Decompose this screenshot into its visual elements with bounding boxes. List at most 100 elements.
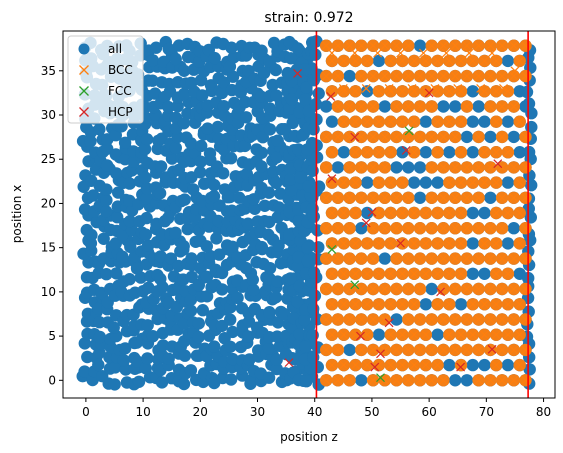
bcc-point <box>368 345 378 355</box>
all-point <box>466 146 479 159</box>
all-point <box>312 180 326 193</box>
bcc-point <box>380 284 390 294</box>
bcc-point <box>497 132 507 142</box>
bcc-point <box>356 345 366 355</box>
all-point <box>331 161 345 174</box>
bcc-point <box>509 345 519 355</box>
hcp-point <box>327 174 337 184</box>
bcc-point <box>497 254 507 264</box>
bcc-point <box>485 375 495 385</box>
all-point <box>225 204 239 217</box>
bcc-point <box>509 284 519 294</box>
all-point <box>270 151 284 164</box>
all-point <box>372 328 386 341</box>
all-point <box>419 298 432 311</box>
bcc-point <box>356 193 366 203</box>
all-point <box>217 167 230 180</box>
all-point <box>215 86 229 100</box>
bcc-point <box>333 102 343 111</box>
bcc-point <box>497 375 507 385</box>
all-point <box>132 375 146 388</box>
all-point <box>169 52 182 66</box>
all-point <box>239 261 253 275</box>
hcp-point <box>493 159 503 169</box>
bcc-point <box>509 41 519 51</box>
all-point <box>124 240 137 254</box>
all-point <box>181 107 194 120</box>
bcc-point <box>510 66 520 76</box>
bcc-point <box>397 299 407 309</box>
all-point <box>109 237 123 250</box>
bcc-point <box>356 41 366 51</box>
all-point <box>201 122 214 135</box>
all-point <box>285 93 299 106</box>
x-tick-label: 20 <box>193 405 208 419</box>
bcc-point <box>345 375 355 385</box>
all-point <box>501 358 515 372</box>
all-point <box>307 266 321 279</box>
bcc-point <box>339 117 349 127</box>
bcc-point <box>333 71 343 81</box>
bcc-point <box>456 330 466 340</box>
all-point <box>107 321 120 334</box>
all-point <box>293 106 306 119</box>
bcc-point <box>356 162 366 172</box>
bcc-point <box>427 315 437 324</box>
bcc-point <box>403 41 413 51</box>
bcc-point <box>339 178 349 187</box>
bcc-point <box>333 375 343 385</box>
all-point <box>100 194 113 207</box>
bcc-point <box>515 330 525 340</box>
bcc-point <box>450 41 460 51</box>
hcp-point <box>401 145 411 155</box>
chart-title: strain: 0.972 <box>264 10 353 26</box>
all-point <box>402 161 415 174</box>
x-tick-label: 30 <box>250 405 265 419</box>
all-point <box>224 373 238 386</box>
bcc-point <box>333 132 343 142</box>
all-point <box>185 76 198 90</box>
bcc-point <box>427 132 437 142</box>
y-tick-label: 25 <box>41 152 56 166</box>
bcc-point <box>468 330 478 340</box>
all-point <box>262 186 276 199</box>
all-point <box>154 250 167 263</box>
bcc-point <box>491 269 501 279</box>
bcc-point <box>327 360 337 370</box>
bcc-point <box>362 299 372 309</box>
bcc-point <box>499 84 508 93</box>
legend-marker-all <box>78 43 90 55</box>
all-point <box>217 76 231 89</box>
bcc-point <box>444 238 454 248</box>
bcc-point <box>351 299 360 309</box>
x-axis-label: position z <box>280 430 338 444</box>
bcc-point <box>427 41 437 51</box>
bcc-point <box>368 223 378 233</box>
all-point <box>262 342 276 355</box>
all-point <box>478 358 491 372</box>
all-point <box>155 376 169 389</box>
all-point <box>501 237 515 250</box>
bcc-point <box>333 223 343 233</box>
all-point <box>298 313 311 327</box>
all-point <box>378 252 391 265</box>
all-point <box>139 171 152 184</box>
all-point <box>300 375 313 388</box>
bcc-point <box>403 375 413 385</box>
bcc-point <box>415 345 425 355</box>
hcp-point <box>424 88 434 98</box>
bcc-point <box>491 56 501 66</box>
all-point <box>301 241 314 254</box>
all-point <box>269 63 282 77</box>
bcc-point <box>362 330 372 340</box>
bcc-point <box>351 269 360 279</box>
all-point <box>224 340 237 353</box>
bcc-point <box>321 315 331 324</box>
bcc-point <box>397 178 407 187</box>
bcc-point <box>409 208 419 218</box>
bcc-point <box>409 238 419 248</box>
bcc-point <box>368 315 378 324</box>
bcc-point <box>386 238 396 248</box>
all-point <box>140 133 154 146</box>
bcc-point <box>321 193 331 203</box>
